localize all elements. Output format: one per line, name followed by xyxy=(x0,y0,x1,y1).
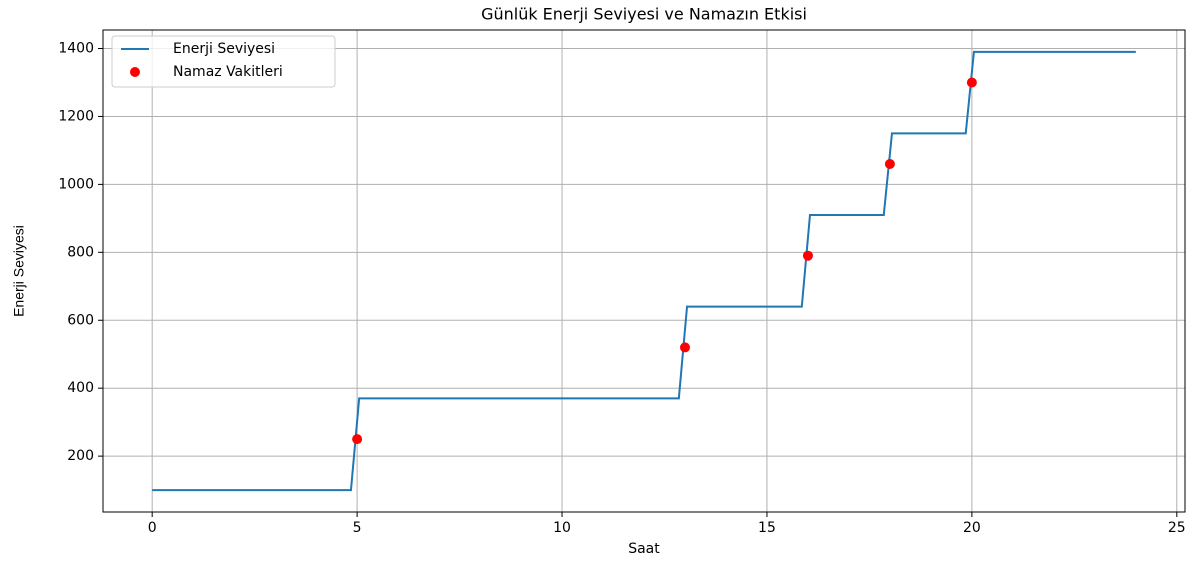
legend-label: Namaz Vakitleri xyxy=(173,64,283,80)
x-tick-label: 15 xyxy=(758,520,776,536)
chart-title: Günlük Enerji Seviyesi ve Namazın Etkisi xyxy=(481,5,807,24)
y-tick-label: 600 xyxy=(67,312,94,328)
prayer-point xyxy=(884,159,895,170)
y-axis-label: Enerji Seviyesi xyxy=(11,225,27,317)
y-tick-label: 400 xyxy=(67,380,94,396)
y-tick-label: 800 xyxy=(67,244,94,260)
x-tick-label: 0 xyxy=(148,520,157,536)
y-tick-label: 1000 xyxy=(58,176,94,192)
y-tick-label: 200 xyxy=(67,448,94,464)
prayer-point xyxy=(802,250,813,261)
legend-box xyxy=(111,35,336,88)
legend-label: Enerji Seviyesi xyxy=(173,41,275,57)
plot-frame xyxy=(102,29,1186,513)
x-tick-label: 20 xyxy=(963,520,981,536)
prayer-point xyxy=(966,77,977,88)
y-tick-label: 1200 xyxy=(58,108,94,124)
prayer-point xyxy=(679,342,690,353)
x-tick-label: 5 xyxy=(353,520,362,536)
y-tick-label: 1400 xyxy=(58,41,94,57)
x-tick-label: 10 xyxy=(553,520,571,536)
legend-marker xyxy=(130,67,140,77)
energy-line xyxy=(152,50,1136,492)
x-tick-label: 25 xyxy=(1168,520,1186,536)
x-axis-label: Saat xyxy=(628,541,660,557)
prayer-point xyxy=(352,434,363,445)
